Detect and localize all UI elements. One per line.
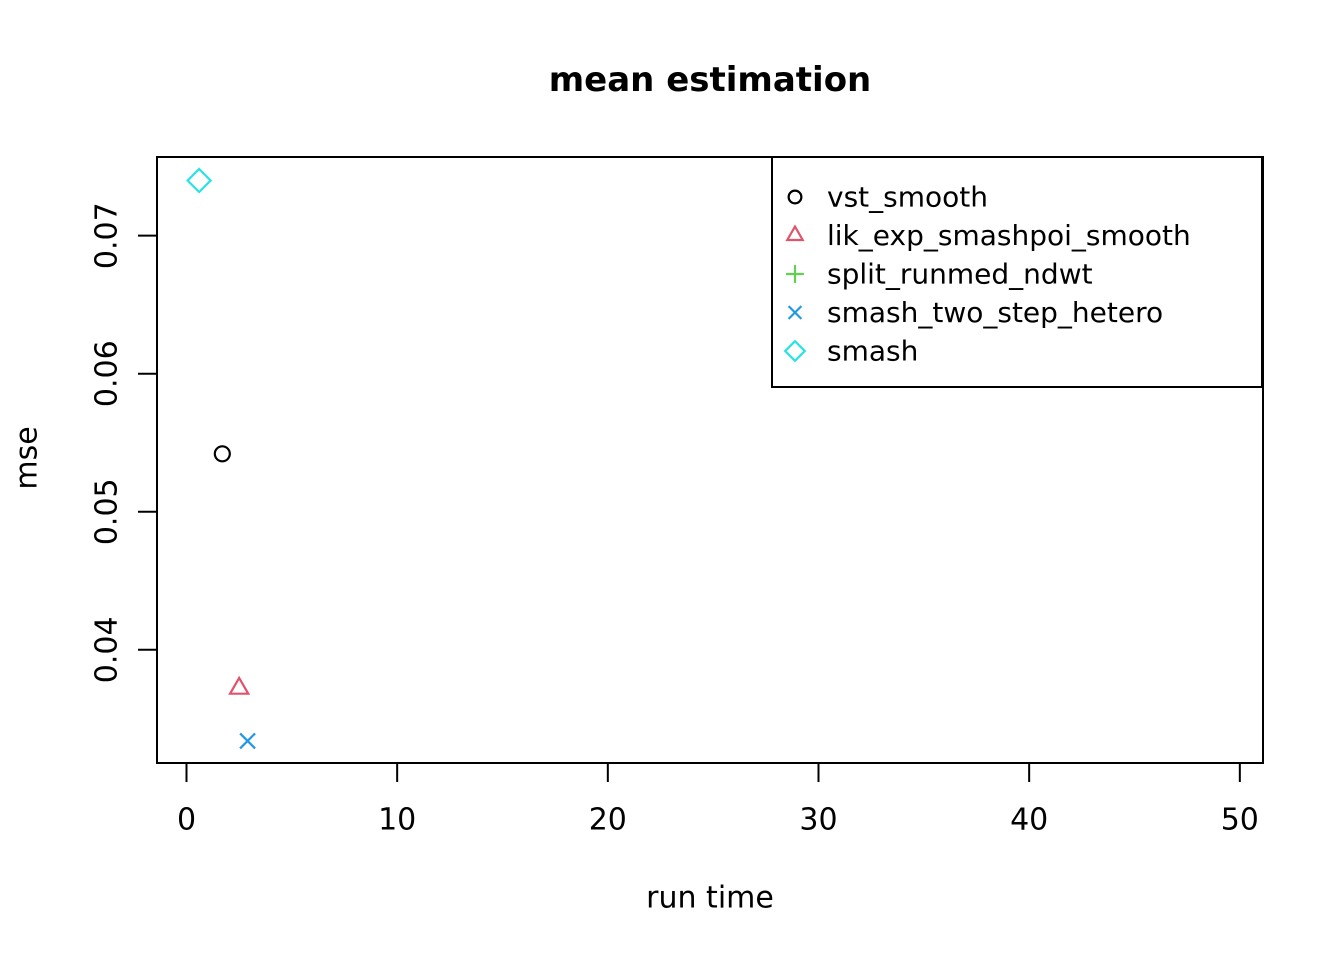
x-axis-tick-label: 30 <box>799 803 837 838</box>
diamond-marker-icon <box>783 339 807 363</box>
y-axis-tick-label: 0.05 <box>90 478 125 545</box>
data-point-lik_exp_smashpoi_smooth <box>228 675 251 695</box>
y-axis-tick-label: 0.07 <box>90 202 125 269</box>
x-axis-tick-label: 50 <box>1221 803 1259 838</box>
legend-item-label: vst_smooth <box>827 181 988 214</box>
legend: vst_smooth lik_exp_smashpoi_smooth split_r… <box>771 156 1263 388</box>
legend-item: split_runmed_ndwt <box>786 258 1093 291</box>
legend-item-label: smash <box>827 335 918 368</box>
x-axis-title: run time <box>646 881 774 916</box>
legend-item: vst_smooth <box>787 181 988 214</box>
x-marker-icon <box>787 305 803 320</box>
data-points-layer <box>186 167 256 750</box>
plot-area-border <box>156 156 1264 764</box>
x-axis-tick-label: 0 <box>177 803 196 838</box>
x-axis: 0 10 20 30 40 50 <box>177 763 1259 838</box>
data-point-smash_two_step_hetero <box>239 732 256 750</box>
x-axis-tick-label: 40 <box>1010 803 1048 838</box>
chart-title: mean estimation <box>549 60 872 100</box>
plus-marker-icon <box>786 265 804 283</box>
x-axis-tick-label: 10 <box>378 803 416 838</box>
data-point-smash <box>186 167 213 194</box>
x-axis-tick-label: 20 <box>589 803 627 838</box>
legend-item: smash_two_step_hetero <box>787 296 1163 329</box>
legend-border <box>771 156 1263 388</box>
y-axis-title: mse <box>10 426 45 489</box>
legend-item: smash <box>783 335 918 368</box>
data-point-vst_smooth <box>213 445 231 463</box>
triangle-marker-icon <box>785 224 805 242</box>
legend-item-label: smash_two_step_hetero <box>827 296 1163 329</box>
y-axis-tick-label: 0.06 <box>90 340 125 407</box>
y-axis: 0.04 0.05 0.06 0.07 <box>90 202 157 683</box>
circle-marker-icon <box>787 189 803 205</box>
legend-items: vst_smooth lik_exp_smashpoi_smooth split_r… <box>783 181 1191 368</box>
y-axis-tick-label: 0.04 <box>90 616 125 683</box>
legend-item-label: split_runmed_ndwt <box>827 258 1093 291</box>
legend-item-label: lik_exp_smashpoi_smooth <box>827 219 1191 252</box>
legend-item: lik_exp_smashpoi_smooth <box>785 219 1191 252</box>
